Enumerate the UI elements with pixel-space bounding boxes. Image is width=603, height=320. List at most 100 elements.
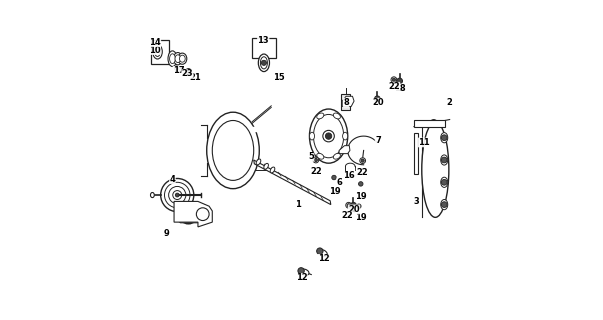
Ellipse shape xyxy=(333,153,341,159)
Circle shape xyxy=(441,180,447,185)
Circle shape xyxy=(350,209,355,213)
Ellipse shape xyxy=(153,44,162,59)
Circle shape xyxy=(441,202,447,207)
Circle shape xyxy=(332,175,336,180)
Ellipse shape xyxy=(314,115,344,158)
Text: 19: 19 xyxy=(329,188,341,196)
Text: 2: 2 xyxy=(447,98,453,107)
Ellipse shape xyxy=(309,132,315,140)
Ellipse shape xyxy=(333,113,341,119)
Circle shape xyxy=(197,208,209,220)
Ellipse shape xyxy=(258,54,270,72)
Circle shape xyxy=(432,122,435,125)
Text: 9: 9 xyxy=(163,229,169,238)
Ellipse shape xyxy=(260,57,267,69)
Text: 15: 15 xyxy=(273,73,285,82)
Ellipse shape xyxy=(178,53,187,64)
Bar xyxy=(414,120,445,126)
Circle shape xyxy=(347,204,350,207)
Circle shape xyxy=(374,96,380,102)
Circle shape xyxy=(350,202,356,208)
Ellipse shape xyxy=(270,167,275,173)
Text: 16: 16 xyxy=(344,172,355,180)
Circle shape xyxy=(174,66,179,70)
Ellipse shape xyxy=(212,121,254,180)
Bar xyxy=(414,133,418,174)
Bar xyxy=(252,38,276,58)
Circle shape xyxy=(356,204,361,208)
Circle shape xyxy=(261,60,267,65)
Text: 22: 22 xyxy=(388,82,400,91)
Circle shape xyxy=(397,78,402,84)
Ellipse shape xyxy=(309,109,348,163)
Ellipse shape xyxy=(300,269,309,275)
Bar xyxy=(151,40,169,64)
Polygon shape xyxy=(242,126,271,131)
Text: 20: 20 xyxy=(372,98,384,107)
Text: 19: 19 xyxy=(355,192,366,201)
Text: 20: 20 xyxy=(349,205,360,214)
Polygon shape xyxy=(339,146,350,154)
Ellipse shape xyxy=(180,55,185,62)
Ellipse shape xyxy=(441,132,448,143)
Text: 23: 23 xyxy=(182,69,193,78)
Circle shape xyxy=(346,202,352,208)
Circle shape xyxy=(326,133,332,139)
Circle shape xyxy=(393,78,396,81)
Ellipse shape xyxy=(421,122,449,217)
Text: 14: 14 xyxy=(149,38,161,47)
Text: 22: 22 xyxy=(356,168,368,177)
Text: 22: 22 xyxy=(342,211,353,220)
Ellipse shape xyxy=(441,155,448,165)
Circle shape xyxy=(175,193,179,197)
Text: 12: 12 xyxy=(295,273,308,282)
Polygon shape xyxy=(343,96,354,107)
Ellipse shape xyxy=(441,177,448,188)
Polygon shape xyxy=(175,204,209,223)
Circle shape xyxy=(314,158,317,162)
Ellipse shape xyxy=(264,164,268,169)
Ellipse shape xyxy=(154,47,160,56)
Ellipse shape xyxy=(319,250,327,256)
Circle shape xyxy=(323,130,334,142)
Text: 22: 22 xyxy=(310,167,322,176)
Circle shape xyxy=(361,159,364,162)
Text: 13: 13 xyxy=(257,36,269,45)
Bar xyxy=(341,94,350,110)
Ellipse shape xyxy=(174,52,182,65)
Ellipse shape xyxy=(256,159,260,165)
Polygon shape xyxy=(254,160,331,204)
Text: 7: 7 xyxy=(375,136,381,145)
Circle shape xyxy=(317,248,323,254)
Circle shape xyxy=(313,157,319,163)
Polygon shape xyxy=(174,201,212,227)
Text: 8: 8 xyxy=(343,98,349,107)
Text: 17: 17 xyxy=(173,66,185,75)
Text: 4: 4 xyxy=(169,175,175,184)
Text: 12: 12 xyxy=(318,254,330,263)
Ellipse shape xyxy=(317,113,324,119)
Text: 10: 10 xyxy=(149,45,161,55)
Text: 3: 3 xyxy=(413,197,419,206)
Circle shape xyxy=(360,158,365,164)
Circle shape xyxy=(180,68,185,72)
Text: 21: 21 xyxy=(189,73,201,82)
Circle shape xyxy=(186,68,191,74)
Text: 6: 6 xyxy=(337,178,343,187)
Text: 11: 11 xyxy=(418,138,430,147)
Text: 18: 18 xyxy=(394,84,406,93)
Ellipse shape xyxy=(168,51,177,67)
Circle shape xyxy=(187,70,190,73)
Ellipse shape xyxy=(317,153,324,159)
Ellipse shape xyxy=(151,193,154,197)
Circle shape xyxy=(359,182,363,186)
Ellipse shape xyxy=(207,112,259,189)
Text: 5: 5 xyxy=(308,152,314,161)
Ellipse shape xyxy=(441,199,448,210)
Circle shape xyxy=(441,157,447,163)
Ellipse shape xyxy=(343,132,348,140)
Text: 1: 1 xyxy=(295,200,302,209)
Ellipse shape xyxy=(169,54,175,64)
Circle shape xyxy=(298,268,305,274)
Ellipse shape xyxy=(175,55,181,62)
